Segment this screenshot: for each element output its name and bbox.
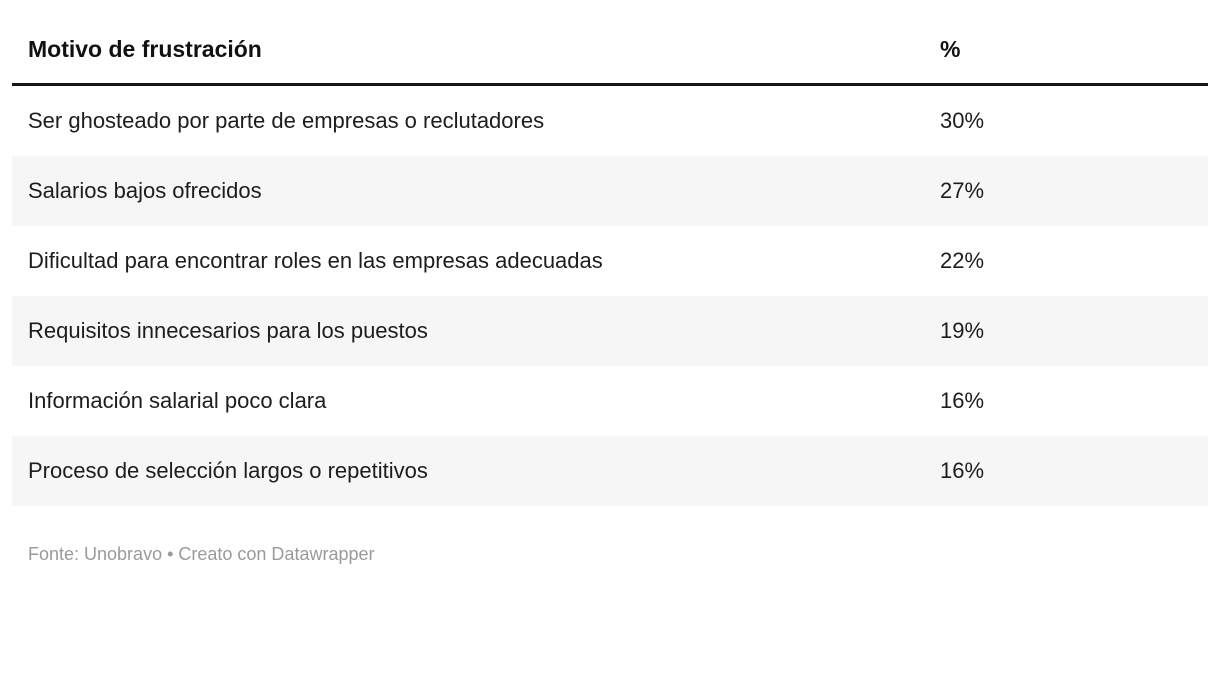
motivo-cell: Requisitos innecesarios para los puestos [28,318,428,343]
table-row: Ser ghosteado por parte de empresas o re… [12,86,1208,156]
motivo-cell: Información salarial poco clara [28,388,327,413]
motivo-cell: Ser ghosteado por parte de empresas o re… [28,108,545,133]
source-attribution: Fonte: Unobravo • Creato con Datawrapper [28,544,375,564]
frustration-table: Motivo de frustración % Ser ghosteado po… [12,36,1208,506]
percent-cell: 30% [940,108,985,133]
table-body: Ser ghosteado por parte de empresas o re… [12,86,1208,506]
table-row: Información salarial poco clara 16% [12,366,1208,436]
percent-cell: 27% [940,178,985,203]
table-row: Dificultad para encontrar roles en las e… [12,226,1208,296]
motivo-cell: Dificultad para encontrar roles en las e… [28,248,603,273]
percent-cell: 16% [940,388,985,413]
percent-cell: 19% [940,318,985,343]
motivo-cell: Proceso de selección largos o repetitivo… [28,458,428,483]
percent-cell: 22% [940,248,985,273]
table-header-row: Motivo de frustración % [12,36,1208,86]
header-percent: % [940,36,961,62]
header-motivo: Motivo de frustración [28,36,262,62]
table-row: Proceso de selección largos o repetitivo… [12,436,1208,506]
table-row: Requisitos innecesarios para los puestos… [12,296,1208,366]
table-row: Salarios bajos ofrecidos 27% [12,156,1208,226]
motivo-cell: Salarios bajos ofrecidos [28,178,262,203]
percent-cell: 16% [940,458,985,483]
